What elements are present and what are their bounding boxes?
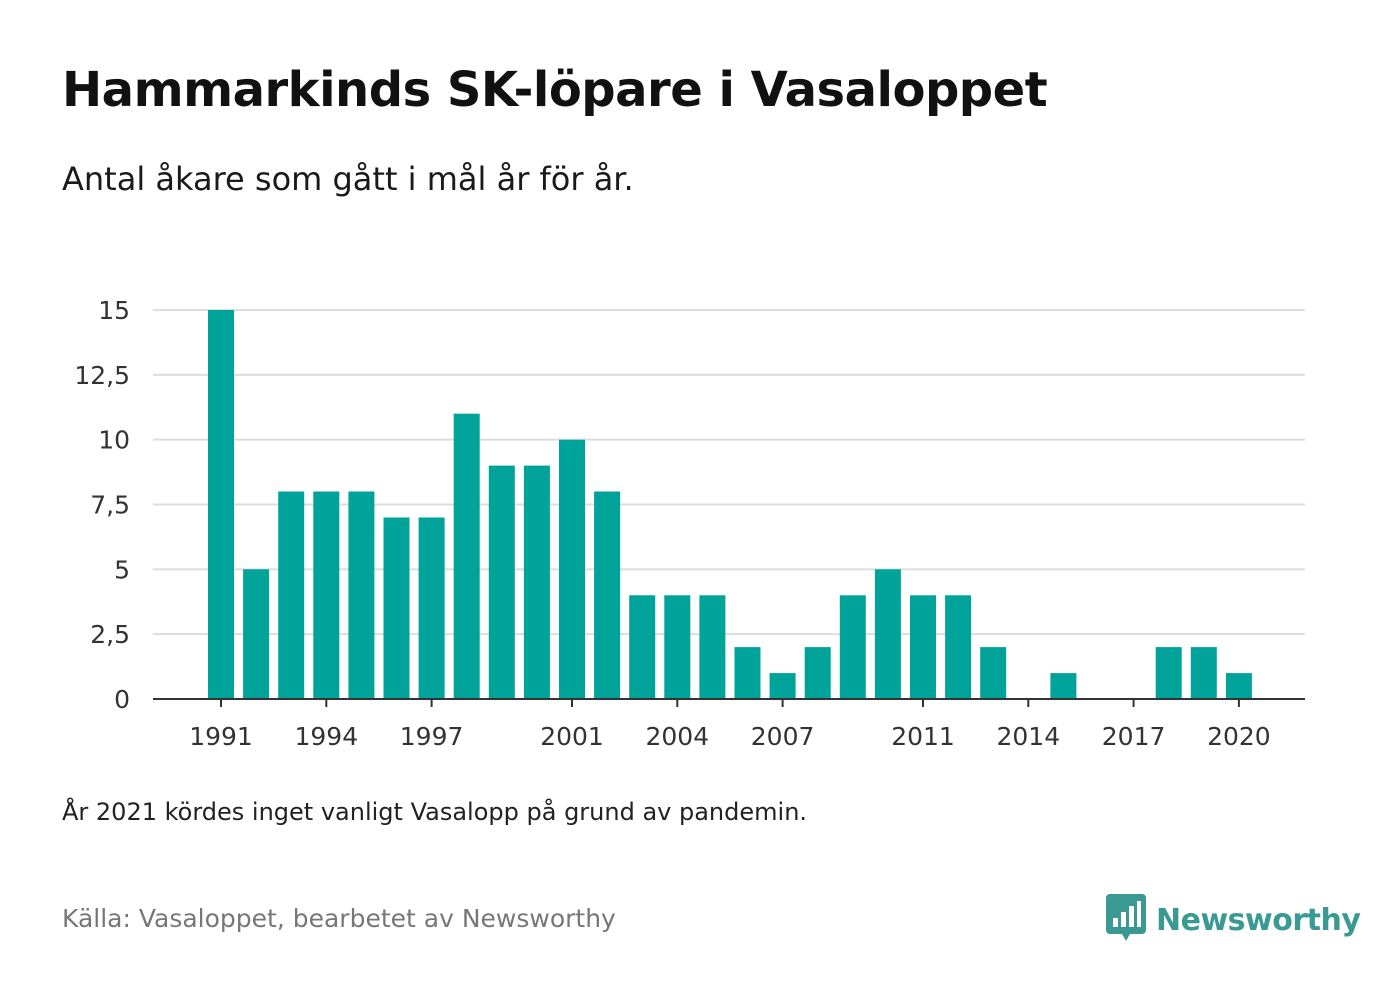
y-tick-label: 12,5: [74, 361, 130, 390]
x-tick-label: 2020: [1207, 722, 1271, 751]
bar-2002: [594, 491, 621, 699]
x-tick-label: 2014: [996, 722, 1060, 751]
bar-2020: [1225, 673, 1252, 699]
newsworthy-logo-icon: [1106, 894, 1146, 946]
bar-1998: [453, 413, 480, 699]
x-tick-label: 2001: [540, 722, 604, 751]
x-tick-label: 2017: [1102, 722, 1166, 751]
y-tick-label: 0: [114, 685, 130, 714]
bar-2019: [1190, 647, 1217, 699]
x-tick-label: 2004: [645, 722, 709, 751]
bar-1992: [243, 569, 270, 699]
chart-title: Hammarkinds SK-löpare i Vasaloppet: [62, 62, 1048, 118]
x-tick-label: 1991: [189, 722, 253, 751]
x-tick-label: 1997: [400, 722, 464, 751]
y-tick-label: 15: [98, 296, 130, 325]
chart-subtitle: Antal åkare som gått i mål år för år.: [62, 160, 634, 198]
y-tick-label: 7,5: [90, 491, 130, 520]
bar-1997: [418, 517, 445, 699]
bar-1991: [208, 310, 234, 699]
x-tick-label: 2007: [751, 722, 815, 751]
bar-2012: [945, 595, 972, 699]
bar-2009: [839, 595, 866, 699]
bar-2008: [804, 647, 831, 699]
bar-2015: [1050, 673, 1077, 699]
bar-1995: [348, 491, 375, 699]
x-tick-label: 1994: [294, 722, 358, 751]
bar-2007: [769, 673, 796, 699]
bar-1996: [383, 517, 410, 699]
bar-2001: [559, 439, 585, 699]
y-tick-label: 5: [114, 555, 130, 584]
bar-2004: [664, 595, 691, 699]
bar-2010: [874, 569, 901, 699]
bar-1999: [488, 465, 515, 699]
x-tick-label: 2011: [891, 722, 955, 751]
bar-2018: [1155, 647, 1182, 699]
bar-2003: [629, 595, 656, 699]
bar-2005: [699, 595, 726, 699]
y-tick-label: 2,5: [90, 620, 130, 649]
bar-2000: [523, 465, 550, 699]
y-tick-label: 10: [98, 426, 130, 455]
bar-1994: [313, 491, 340, 699]
bar-2013: [980, 647, 1007, 699]
newsworthy-logo[interactable]: Newsworthy: [1106, 894, 1361, 946]
footnote: År 2021 kördes inget vanligt Vasalopp på…: [62, 798, 808, 826]
bar-1993: [278, 491, 305, 699]
bar-2006: [734, 647, 761, 699]
bar-2011: [910, 595, 936, 699]
brand-name: Newsworthy: [1156, 902, 1361, 938]
source-text: Källa: Vasaloppet, bearbetet av Newswort…: [62, 904, 616, 933]
